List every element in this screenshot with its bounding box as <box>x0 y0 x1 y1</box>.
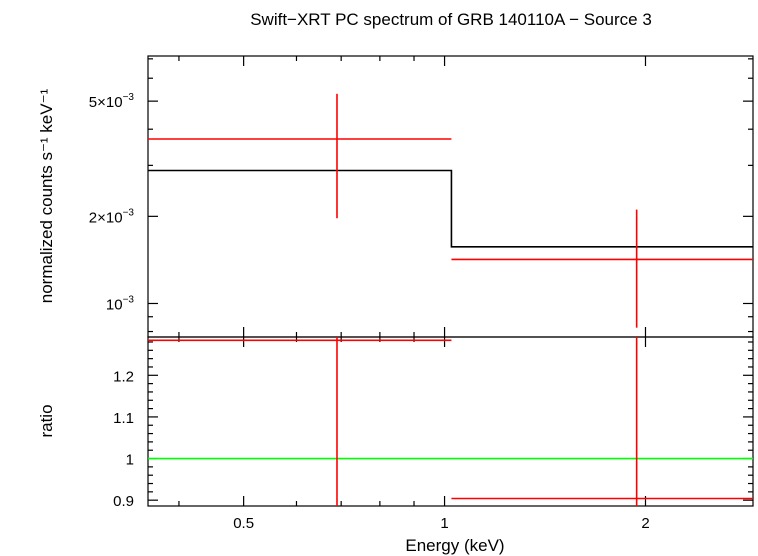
x-tick-label: 2 <box>641 515 649 532</box>
model-step-line <box>148 169 753 248</box>
ratio-y-tick-label: 0.9 <box>113 493 134 510</box>
spectrum-y-tick-label: 10−3 <box>106 294 135 313</box>
x-tick-label: 1 <box>440 515 448 532</box>
ratio-y-tick-label: 1.2 <box>113 368 134 385</box>
axis-ticks <box>148 56 753 506</box>
ratio-panel-frame <box>147 336 754 507</box>
spectrum-y-tick-label: 5×10−3 <box>89 92 135 111</box>
ratio-y-axis-label: ratio <box>37 404 56 437</box>
x-axis-label: Energy (keV) <box>405 536 504 555</box>
ratio-y-tick-label: 1.1 <box>113 410 134 427</box>
chart-marks <box>148 93 753 506</box>
x-tick-label: 0.5 <box>233 515 254 532</box>
spectrum-panel-frame <box>147 55 754 338</box>
chart-title: Swift−XRT PC spectrum of GRB 140110A − S… <box>250 10 652 29</box>
spectrum-y-tick-label: 2×10−3 <box>89 207 135 226</box>
ratio-y-tick-label: 1 <box>126 452 134 469</box>
axis-tick-labels: 0.5 1 2 5×10−3 2×10−3 10−3 0.9 1 1.1 1.2 <box>89 92 650 532</box>
spectrum-y-axis-label: normalized counts s⁻¹ keV⁻¹ <box>37 88 56 303</box>
